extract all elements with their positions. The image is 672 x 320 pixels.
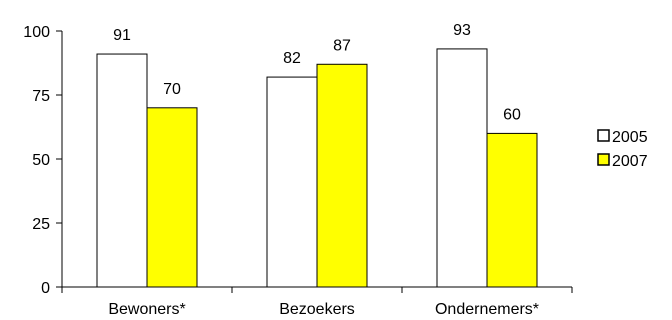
x-tick-label: Ondernemers* bbox=[435, 301, 539, 318]
x-tick-label: Bezoekers bbox=[279, 301, 355, 318]
y-tick-label: 100 bbox=[23, 24, 50, 41]
data-label: 93 bbox=[453, 22, 471, 39]
legend-swatch-2007 bbox=[597, 153, 610, 166]
legend: 2005 2007 bbox=[592, 124, 672, 178]
bar-2005 bbox=[266, 76, 318, 288]
x-tick-label: Bewoners* bbox=[108, 301, 185, 318]
data-label: 82 bbox=[283, 50, 301, 67]
bar-2005 bbox=[96, 53, 148, 288]
bar-2005 bbox=[436, 48, 488, 288]
y-tick-label: 50 bbox=[32, 152, 50, 169]
data-labels: 91 70 82 87 93 60 bbox=[113, 22, 521, 123]
y-axis: 0 25 50 75 100 bbox=[23, 24, 63, 297]
bar-2007 bbox=[146, 107, 198, 288]
bar-2007 bbox=[486, 132, 538, 288]
data-label: 87 bbox=[333, 37, 351, 54]
y-tick-label: 75 bbox=[32, 88, 50, 105]
x-axis: Bewoners* Bezoekers Ondernemers* bbox=[61, 286, 573, 318]
legend-label: 2005 bbox=[612, 129, 648, 146]
legend-label: 2007 bbox=[612, 153, 648, 170]
legend-swatch-2005 bbox=[597, 129, 610, 142]
data-label: 60 bbox=[503, 106, 521, 123]
data-label: 70 bbox=[163, 81, 181, 98]
y-tick-label: 25 bbox=[32, 216, 50, 233]
bar-2007 bbox=[316, 63, 368, 288]
y-tick-label: 0 bbox=[41, 280, 50, 297]
bars bbox=[96, 48, 538, 288]
data-label: 91 bbox=[113, 27, 131, 44]
